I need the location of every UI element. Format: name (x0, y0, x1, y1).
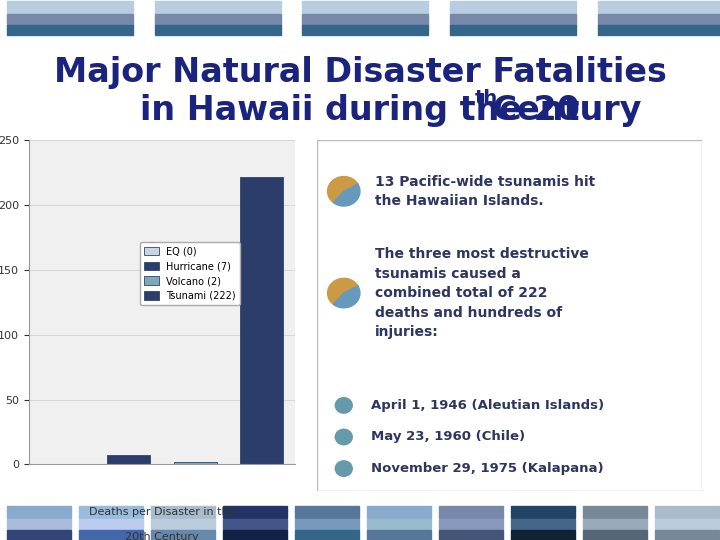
Bar (7, 25, 133, 35)
Bar (598, 25, 720, 35)
Circle shape (336, 461, 352, 476)
Bar (155, 14, 281, 24)
Bar (655, 506, 719, 518)
Bar (174, 462, 217, 464)
Bar (240, 177, 283, 464)
Bar (302, 25, 428, 35)
Bar (439, 506, 503, 518)
Bar (7, 1, 133, 14)
Bar (223, 518, 287, 529)
Circle shape (336, 429, 352, 445)
Bar (151, 530, 215, 540)
Text: 20th Century: 20th Century (125, 532, 199, 540)
Bar (223, 506, 287, 518)
Text: Century: Century (481, 94, 642, 127)
Bar (295, 518, 359, 529)
Circle shape (336, 397, 352, 413)
Bar (155, 25, 281, 35)
Bar (439, 530, 503, 540)
Text: Deaths per Disaster in the: Deaths per Disaster in the (89, 507, 235, 517)
Text: November 29, 1975 (Kalapana): November 29, 1975 (Kalapana) (371, 462, 603, 475)
Bar (583, 530, 647, 540)
Wedge shape (328, 177, 358, 202)
Wedge shape (333, 286, 360, 308)
Bar (583, 518, 647, 529)
Text: April 1, 1946 (Aleutian Islands): April 1, 1946 (Aleutian Islands) (371, 399, 604, 412)
Bar (655, 530, 719, 540)
Bar (295, 506, 359, 518)
Bar (511, 530, 575, 540)
Text: 13 Pacific-wide tsunamis hit
the Hawaiian Islands.: 13 Pacific-wide tsunamis hit the Hawaiia… (374, 174, 595, 208)
Bar (79, 506, 143, 518)
Bar (655, 518, 719, 529)
Bar (367, 518, 431, 529)
Bar (79, 530, 143, 540)
Bar (7, 518, 71, 529)
Bar (295, 530, 359, 540)
Text: May 23, 1960 (Chile): May 23, 1960 (Chile) (371, 430, 525, 443)
Bar (107, 455, 150, 464)
Text: The three most destructive
tsunamis caused a
combined total of 222
deaths and hu: The three most destructive tsunamis caus… (374, 247, 588, 339)
Bar (223, 530, 287, 540)
Bar (367, 530, 431, 540)
Bar (583, 506, 647, 518)
Bar (151, 518, 215, 529)
Wedge shape (328, 278, 358, 305)
Bar (7, 530, 71, 540)
Bar (7, 506, 71, 518)
Bar (302, 14, 428, 24)
Text: th: th (474, 89, 498, 108)
Bar (151, 506, 215, 518)
Bar (79, 518, 143, 529)
Bar (598, 1, 720, 14)
Bar (450, 25, 576, 35)
Bar (367, 506, 431, 518)
Bar (439, 518, 503, 529)
Text: in Hawaii during the 20: in Hawaii during the 20 (140, 94, 580, 127)
Bar (511, 506, 575, 518)
Bar (450, 1, 576, 14)
Bar (7, 14, 133, 24)
Bar (155, 1, 281, 14)
Bar (450, 14, 576, 24)
Text: Major Natural Disaster Fatalities: Major Natural Disaster Fatalities (53, 56, 667, 90)
Bar (598, 14, 720, 24)
Bar (302, 1, 428, 14)
Legend: EQ (0), Hurricane (7), Volcano (2), Tsunami (222): EQ (0), Hurricane (7), Volcano (2), Tsun… (140, 242, 240, 305)
Bar (511, 518, 575, 529)
Wedge shape (333, 184, 360, 206)
